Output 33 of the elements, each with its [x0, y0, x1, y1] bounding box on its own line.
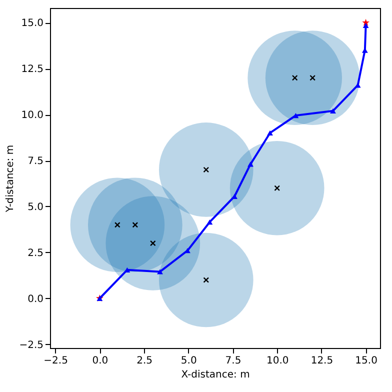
point [203, 166, 210, 173]
point [292, 112, 299, 118]
x-tick-label: 12.5 [310, 356, 334, 366]
point [292, 74, 298, 81]
point [206, 220, 213, 225]
x-tick-label: 10.0 [266, 356, 289, 366]
point [132, 222, 138, 228]
point [274, 185, 280, 192]
x-tick-label: 0.0 [92, 356, 108, 366]
x-axis-title: X-distance: m [181, 370, 250, 380]
point [310, 74, 316, 81]
y-tick-label: 12.5 [21, 64, 44, 76]
point [150, 240, 156, 246]
point [114, 222, 120, 228]
point [203, 277, 210, 283]
y-tick-label: 15.0 [21, 18, 44, 30]
y-axis-title: Y-distance: m [5, 144, 16, 214]
y-tick-label: −2.5 [19, 340, 44, 351]
y-tick-label: 5.0 [28, 202, 44, 213]
x-tick-label: 7.5 [225, 356, 242, 366]
x-tick-label: 2.5 [136, 356, 152, 366]
point [362, 22, 369, 28]
point [248, 162, 254, 167]
x-tick-label: −2.5 [44, 356, 68, 366]
x-tick-label: 15.0 [355, 356, 378, 366]
point [267, 130, 273, 136]
point [330, 108, 336, 114]
point [157, 269, 163, 274]
y-tick-label: 2.5 [28, 248, 44, 259]
y-tick-label: 0.0 [28, 294, 44, 305]
y-tick-label: 10.0 [21, 110, 44, 122]
x-tick-label: 5.0 [180, 356, 197, 366]
y-tick-label: 7.5 [28, 156, 44, 168]
